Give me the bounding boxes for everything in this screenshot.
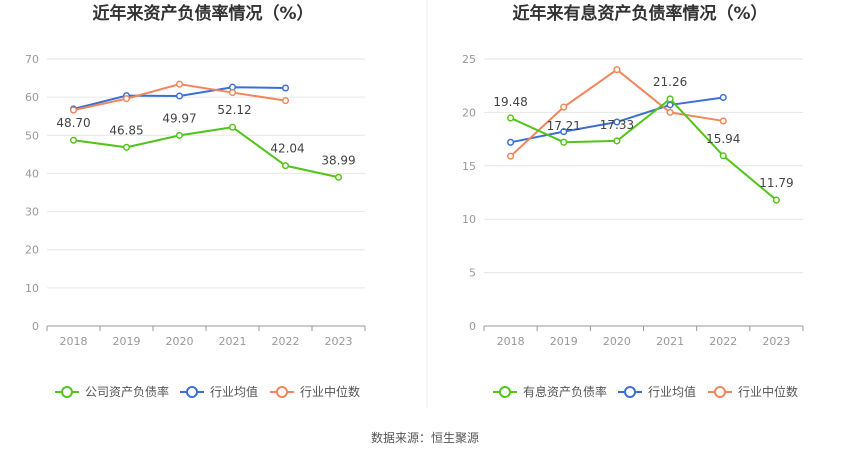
series-line-1 xyxy=(73,126,339,179)
data-point xyxy=(507,114,515,122)
data-point xyxy=(228,123,237,131)
data-point xyxy=(122,143,131,151)
data-point xyxy=(613,118,621,126)
y-tick-label: 40 xyxy=(25,167,39,180)
data-point xyxy=(281,84,290,92)
data-label: 48.70 xyxy=(56,116,90,130)
legend-item-1: 有息资产负债率 xyxy=(493,384,607,399)
y-tick-label: 10 xyxy=(25,282,39,295)
x-tick-label: 2023 xyxy=(762,335,790,348)
data-point xyxy=(666,95,674,103)
series-line-1 xyxy=(510,97,778,201)
data-point xyxy=(613,137,621,145)
legend-marker xyxy=(61,386,73,398)
x-tick-label: 2018 xyxy=(497,335,525,348)
data-point xyxy=(175,131,184,139)
legend-label: 行业中位数 xyxy=(738,384,798,399)
legend-label: 公司资产负债率 xyxy=(85,384,169,399)
data-point xyxy=(613,66,621,74)
y-tick-label: 10 xyxy=(462,213,476,226)
x-tick-label: 2019 xyxy=(113,335,141,348)
y-tick-label: 20 xyxy=(25,244,39,257)
y-tick-label: 20 xyxy=(462,106,476,119)
x-tick-label: 2021 xyxy=(219,335,247,348)
chart-1: 近年来资产负债率情况（%） 0 10 20 30 40 50 60 70 2018 2019 2020… xyxy=(25,3,366,399)
data-point xyxy=(772,196,780,204)
legend-marker xyxy=(186,386,198,398)
data-label: 46.85 xyxy=(109,123,143,137)
legend-marker xyxy=(714,386,726,398)
data-point xyxy=(507,152,515,160)
y-tick-label: 70 xyxy=(25,53,39,66)
x-tick-label: 2023 xyxy=(325,335,353,348)
x-tick-label: 2019 xyxy=(550,335,578,348)
data-point xyxy=(507,138,515,146)
data-label: 19.48 xyxy=(493,95,527,109)
data-point xyxy=(228,89,237,97)
data-label: 42.04 xyxy=(270,142,304,156)
data-point xyxy=(719,93,727,101)
y-tick-label: 5 xyxy=(469,267,476,280)
data-point xyxy=(281,162,290,170)
data-label: 52.12 xyxy=(217,103,251,117)
data-point xyxy=(175,92,184,100)
y-tick-label: 25 xyxy=(462,53,476,66)
data-point xyxy=(666,108,674,116)
data-label: 21.26 xyxy=(653,75,687,89)
data-label: 17.21 xyxy=(547,119,581,133)
data-label: 17.33 xyxy=(600,118,634,132)
y-tick-label: 0 xyxy=(32,320,39,333)
data-point xyxy=(281,97,290,105)
data-point xyxy=(122,95,131,103)
legend-item-2: 行业均值 xyxy=(180,384,258,399)
y-tick-label: 0 xyxy=(469,320,476,333)
data-point xyxy=(334,173,343,181)
chart-title: 近年来资产负债率情况（%） xyxy=(92,3,313,24)
x-tick-label: 2018 xyxy=(60,335,88,348)
data-label: 15.94 xyxy=(706,132,740,146)
y-tick-label: 15 xyxy=(462,160,476,173)
data-label: 11.79 xyxy=(759,176,793,190)
data-point xyxy=(69,136,78,144)
y-tick-label: 50 xyxy=(25,129,39,142)
data-point xyxy=(719,152,727,160)
y-tick-label: 30 xyxy=(25,206,39,219)
x-tick-label: 2020 xyxy=(166,335,194,348)
chart-title: 近年来有息资产负债率情况（%） xyxy=(512,3,767,24)
legend-marker xyxy=(624,386,636,398)
data-point xyxy=(175,80,184,88)
data-point xyxy=(560,128,568,136)
legend-item-2: 行业均值 xyxy=(618,384,696,399)
legend-label: 行业均值 xyxy=(210,384,258,399)
legend-label: 行业均值 xyxy=(648,384,696,399)
y-tick-label: 60 xyxy=(25,91,39,104)
legend-label: 有息资产负债率 xyxy=(523,384,607,399)
x-tick-label: 2022 xyxy=(272,335,300,348)
chart-2: 近年来有息资产负债率情况（%） 0 5 10 15 20 25 2018 2019 2020 202… xyxy=(462,3,804,399)
legend-item-3: 行业中位数 xyxy=(270,384,360,399)
x-tick-label: 2021 xyxy=(656,335,684,348)
data-point xyxy=(69,106,78,114)
data-point xyxy=(719,117,727,125)
data-label: 38.99 xyxy=(321,153,355,167)
legend-marker xyxy=(499,386,511,398)
data-point xyxy=(560,103,568,111)
x-tick-label: 2020 xyxy=(603,335,631,348)
data-point xyxy=(666,101,674,109)
data-point xyxy=(560,138,568,146)
legend-label: 行业中位数 xyxy=(300,384,360,399)
legend-marker xyxy=(276,386,288,398)
source-note: 数据来源：恒生聚源 xyxy=(370,431,479,445)
legend-item-3: 行业中位数 xyxy=(708,384,798,399)
x-tick-label: 2022 xyxy=(709,335,737,348)
legend-item-1: 公司资产负债率 xyxy=(55,384,169,399)
data-label: 49.97 xyxy=(162,111,196,125)
